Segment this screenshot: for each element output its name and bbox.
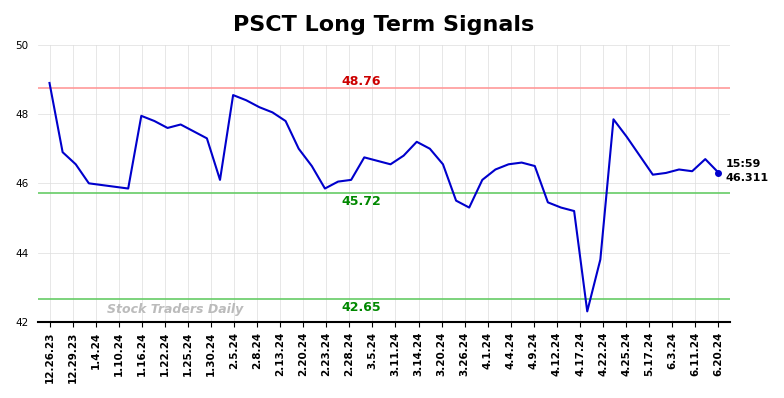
Text: 15:59: 15:59 xyxy=(725,159,760,170)
Text: Stock Traders Daily: Stock Traders Daily xyxy=(107,303,243,316)
Text: 45.72: 45.72 xyxy=(341,195,381,208)
Text: 46.311: 46.311 xyxy=(725,173,768,183)
Title: PSCT Long Term Signals: PSCT Long Term Signals xyxy=(234,15,535,35)
Text: 42.65: 42.65 xyxy=(341,301,381,314)
Text: 48.76: 48.76 xyxy=(341,75,381,88)
